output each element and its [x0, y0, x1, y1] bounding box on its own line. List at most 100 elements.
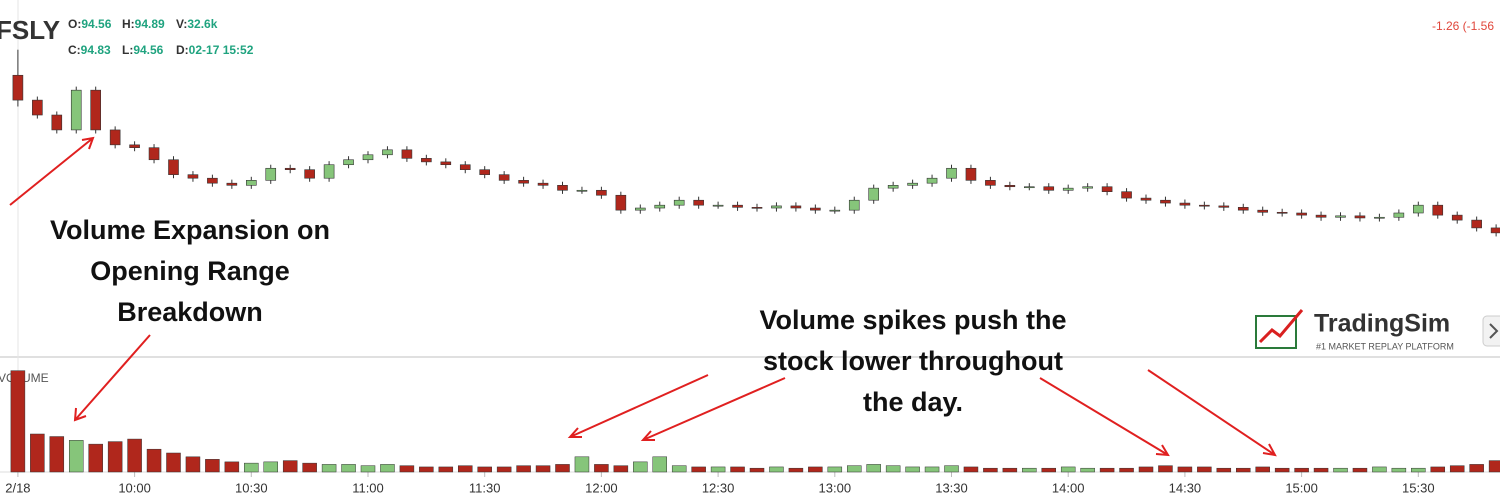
legend-label: O:	[68, 17, 81, 31]
volume-bar	[1391, 467, 1407, 473]
candle-body	[810, 207, 821, 211]
volume-bar	[1060, 466, 1076, 473]
candle-body	[265, 167, 277, 181]
candle-body	[401, 149, 413, 159]
legend-field: O:94.56	[68, 17, 112, 31]
candle-body	[226, 182, 238, 186]
legend-field: H:94.89	[122, 17, 165, 31]
volume-bar	[1333, 467, 1348, 473]
x-tick-label: 12:30	[702, 480, 735, 495]
candle-body	[673, 199, 685, 206]
logo-name: TradingSim	[1314, 310, 1450, 338]
candle-body	[557, 185, 568, 191]
volume-bar	[788, 467, 804, 473]
candle-body	[946, 167, 957, 179]
candle-body	[1354, 215, 1366, 219]
volume-bar	[1158, 465, 1173, 473]
volume-bar	[613, 465, 629, 473]
logo: TradingSim #1 MARKET REPLAY PLATFORM	[1255, 309, 1454, 351]
candle-body	[382, 149, 393, 156]
volume-bar	[1255, 466, 1270, 473]
volume-bar	[321, 464, 337, 473]
candle-body	[1199, 204, 1210, 207]
candle-body	[479, 169, 490, 175]
volume-bar	[866, 464, 881, 473]
arrow	[567, 374, 709, 438]
candle-body	[1121, 191, 1132, 199]
candle-body	[1237, 207, 1249, 211]
volume-bar	[438, 466, 454, 473]
candle-body	[887, 185, 899, 189]
candle-body	[70, 89, 82, 131]
candle-body	[1374, 216, 1385, 219]
candle-body	[1082, 186, 1093, 189]
candle-body	[596, 189, 607, 196]
x-tick-label: 12:00	[585, 480, 618, 495]
volume-bar	[1138, 466, 1154, 473]
volume-bar	[1022, 467, 1037, 473]
legend-value: 02-17 15:52	[189, 43, 254, 57]
volume-bar	[10, 370, 26, 473]
volume-bar	[205, 459, 220, 473]
candle-body	[712, 204, 724, 207]
volume-bar	[1430, 466, 1446, 473]
candle-body	[12, 74, 24, 101]
volume-bar	[652, 456, 668, 473]
x-tick-label: 14:30	[1169, 480, 1202, 495]
volume-bar	[107, 441, 123, 473]
volume-bar	[68, 440, 84, 473]
volume-bar	[166, 452, 181, 473]
candle-body	[1062, 187, 1074, 191]
candle-body	[907, 182, 918, 186]
candle-body	[343, 159, 354, 166]
volume-bar	[477, 466, 492, 473]
volume-bar	[671, 465, 687, 473]
candle-body	[498, 174, 510, 181]
legend-label: V:	[176, 17, 187, 31]
arrow	[73, 334, 151, 422]
candle-body	[129, 144, 140, 148]
candle-body	[1257, 209, 1269, 213]
annotation: Volume spikes push the	[759, 305, 1066, 335]
candle-body	[965, 167, 977, 181]
x-tick-label: 14:00	[1052, 480, 1085, 495]
arrow	[9, 136, 95, 206]
candle-body	[1335, 215, 1346, 218]
candle-body	[245, 180, 257, 186]
candle-body	[1160, 199, 1171, 204]
x-tick-label: 11:00	[352, 480, 384, 495]
logo-tagline: #1 MARKET REPLAY PLATFORM	[1316, 341, 1454, 351]
volume-bar	[944, 465, 959, 473]
candle-body	[284, 167, 296, 170]
legend-value: 94.56	[133, 43, 163, 57]
candle-body	[926, 177, 938, 184]
volume-bar	[730, 466, 745, 473]
annotation: the day.	[863, 387, 963, 417]
arrow	[1039, 377, 1170, 457]
volume-bar	[924, 466, 940, 473]
volume-bar	[594, 464, 609, 473]
candle-body	[576, 189, 588, 192]
candle-body	[1432, 204, 1444, 216]
logo-arrow	[1258, 309, 1304, 344]
candle-body	[615, 194, 627, 211]
volume-bar	[185, 456, 201, 473]
volume-bar	[905, 466, 920, 473]
volume-bar	[983, 467, 998, 473]
scroll-chevron	[1489, 323, 1499, 339]
x-tick-label: 10:00	[118, 480, 151, 495]
x-tick-label: 13:00	[819, 480, 852, 495]
candle-body	[1024, 186, 1035, 189]
volume-bar	[1294, 467, 1309, 473]
volume-bar	[808, 466, 823, 473]
scroll-button[interactable]	[1482, 315, 1500, 347]
volume-bar	[380, 464, 395, 473]
candle-body	[1413, 204, 1424, 214]
volume-bar	[1313, 467, 1329, 473]
volume-bar	[146, 448, 162, 473]
annotation: stock lower throughout	[763, 346, 1063, 376]
candle-body	[323, 164, 335, 179]
volume-bar	[1411, 467, 1426, 473]
volume-bar	[1119, 467, 1134, 473]
